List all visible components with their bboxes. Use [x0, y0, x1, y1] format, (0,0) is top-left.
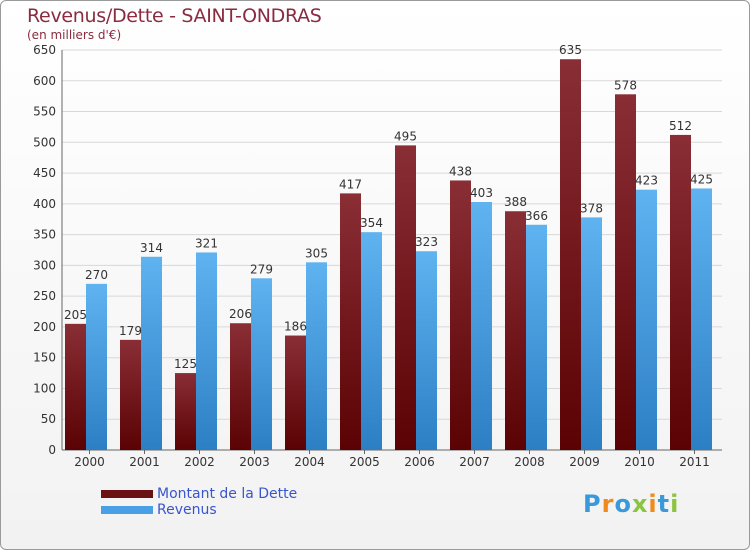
debt-bar — [505, 211, 526, 450]
debt-value-label: 495 — [394, 129, 417, 143]
logo-letter: o — [614, 490, 632, 518]
debt-value-label: 635 — [559, 43, 582, 57]
x-tick-label: 2008 — [514, 455, 545, 469]
axes: 0 50 100 150 200 250 300 350 400 450 500 550 600 650 2… — [33, 43, 722, 469]
y-tick-label: 450 — [33, 166, 56, 180]
legend-label-revenus: Revenus — [157, 502, 217, 518]
y-tick-label: 0 — [48, 443, 56, 457]
bars — [65, 59, 712, 451]
data-labels: 205 270 179 314 125 321 206 279 186 305 417 354 495 3… — [64, 43, 713, 371]
debt-value-label: 512 — [669, 119, 692, 133]
legend-item-revenus[interactable]: Revenus — [101, 502, 297, 518]
y-tick-label: 350 — [33, 228, 56, 242]
debt-value-label: 125 — [174, 357, 197, 371]
x-tick-label: 2005 — [349, 455, 380, 469]
chart-title: Revenus/Dette - SAINT-ONDRAS — [27, 5, 322, 27]
x-tick-label: 2006 — [404, 455, 435, 469]
revenus-bar — [196, 252, 217, 450]
debt-value-label: 388 — [504, 195, 527, 209]
legend-item-debt[interactable]: Montant de la Dette — [101, 486, 297, 502]
revenus-bar — [86, 283, 107, 450]
x-tick-label: 2009 — [569, 455, 600, 469]
x-tick-label: 2004 — [294, 455, 325, 469]
revenus-bar — [581, 217, 602, 450]
logo-letter: r — [601, 490, 615, 518]
debt-bar — [560, 59, 581, 450]
y-tick-label: 200 — [33, 320, 56, 334]
legend-swatch-revenus — [101, 506, 153, 514]
revenus-value-label: 321 — [195, 236, 218, 250]
x-tick-label: 2003 — [239, 455, 270, 469]
revenus-value-label: 403 — [470, 186, 493, 200]
revenus-value-label: 366 — [525, 209, 548, 223]
revenus-bar — [416, 251, 437, 450]
grid-lines — [62, 49, 722, 420]
revenus-value-label: 305 — [305, 246, 328, 260]
revenus-bar — [636, 189, 657, 450]
debt-bar — [175, 373, 196, 450]
revenus-bar — [251, 278, 272, 450]
revenus-value-label: 423 — [635, 174, 658, 188]
y-tick-label: 400 — [33, 197, 56, 211]
debt-value-label: 179 — [119, 324, 142, 338]
debt-bar — [395, 145, 416, 450]
revenus-value-label: 314 — [140, 241, 163, 255]
debt-value-label: 438 — [449, 164, 472, 178]
revenus-value-label: 425 — [690, 172, 713, 186]
debt-value-label: 205 — [64, 308, 87, 322]
revenus-bar — [306, 262, 327, 450]
revenus-value-label: 279 — [250, 262, 273, 276]
x-tick-label: 2001 — [129, 455, 160, 469]
logo-letter: t — [657, 490, 671, 518]
x-tick-label: 2010 — [624, 455, 655, 469]
x-tick-label: 2011 — [679, 455, 710, 469]
y-tick-label: 150 — [33, 351, 56, 365]
debt-bar — [340, 193, 361, 450]
logo-letter: P — [583, 490, 602, 518]
revenus-bar — [471, 202, 492, 450]
revenus-bar — [526, 224, 547, 450]
debt-bar — [670, 134, 691, 450]
x-tick-label: 2002 — [184, 455, 215, 469]
revenus-value-label: 354 — [360, 216, 383, 230]
debt-value-label: 206 — [229, 307, 252, 321]
debt-value-label: 186 — [284, 320, 307, 334]
y-tick-label: 100 — [33, 381, 56, 395]
revenus-value-label: 270 — [85, 268, 108, 282]
legend-swatch-debt — [101, 490, 153, 498]
y-tick-label: 550 — [33, 105, 56, 119]
legend-label-debt: Montant de la Dette — [157, 486, 298, 502]
logo-letter: i — [670, 490, 680, 518]
debt-bar — [120, 339, 141, 450]
y-tick-label: 300 — [33, 258, 56, 272]
x-tick-label: 2007 — [459, 455, 490, 469]
revenus-bar — [141, 256, 162, 450]
debt-bar — [65, 323, 86, 450]
y-tick-label: 250 — [33, 289, 56, 303]
y-tick-label: 600 — [33, 74, 56, 88]
logo-letter: i — [648, 490, 658, 518]
debt-value-label: 417 — [339, 177, 362, 191]
debt-bar — [450, 180, 471, 450]
logo-letter: x — [631, 490, 649, 518]
revenus-value-label: 323 — [415, 235, 438, 249]
y-tick-label: 500 — [33, 135, 56, 149]
debt-bar — [230, 323, 251, 450]
debt-bar — [285, 335, 306, 450]
y-tick-label: 650 — [33, 43, 56, 57]
revenus-bar — [361, 232, 382, 450]
y-tick-label: 50 — [41, 412, 56, 426]
x-tick-label: 2000 — [74, 455, 105, 469]
proxiti-logo: Proxiti — [583, 490, 679, 518]
revenus-value-label: 378 — [580, 201, 603, 215]
revenus-bar — [691, 188, 712, 450]
debt-value-label: 578 — [614, 78, 637, 92]
chart-subtitle: (en milliers d'€) — [27, 28, 122, 42]
debt-bar — [615, 94, 636, 451]
legend: Montant de la Dette Revenus — [101, 486, 297, 518]
